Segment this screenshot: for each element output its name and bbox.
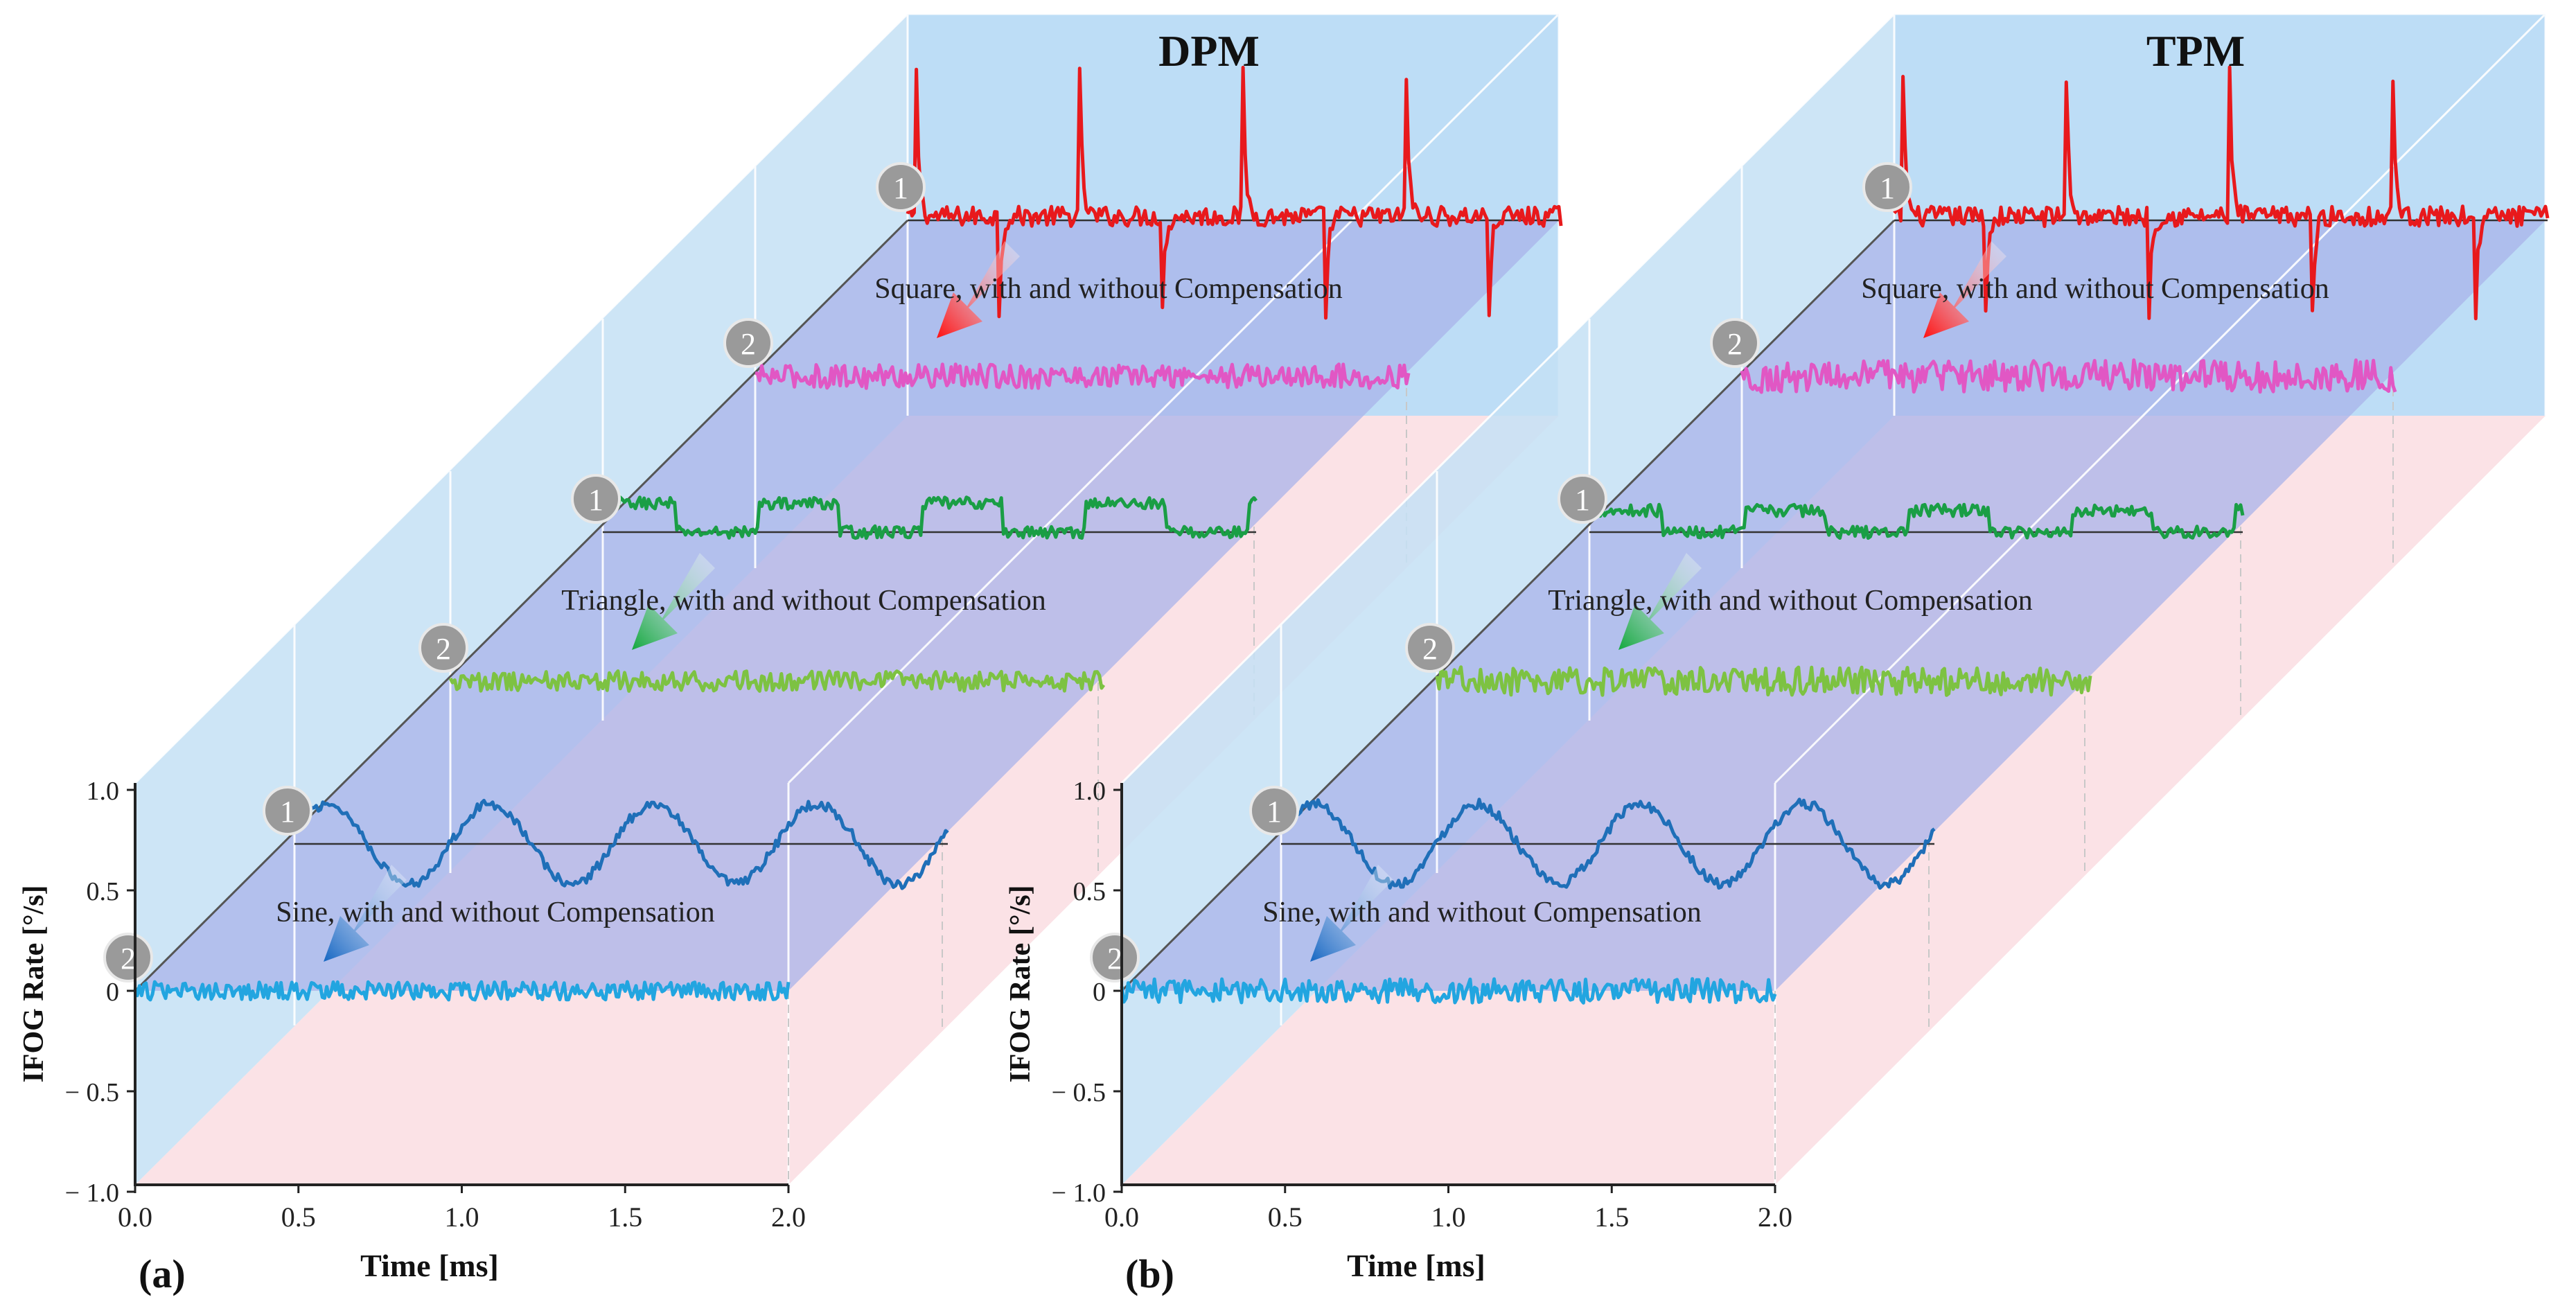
series-line-square-1 — [906, 65, 1563, 320]
data-plane-edge — [134, 219, 909, 992]
y-axis-label: IFOG Rate [°/s] — [1005, 885, 1036, 1082]
series-marker-label: 1 — [588, 483, 603, 517]
y-tick-label: 0 — [106, 978, 119, 1007]
data-plane-edge — [1120, 219, 1896, 992]
series-marker-label: 1 — [1267, 795, 1282, 829]
layer-caption: Square, with and without Compensation — [874, 273, 1342, 305]
traces-a — [133, 65, 1563, 1002]
y-tick-label: 0.5 — [87, 877, 120, 906]
x-tick-label: 1.5 — [1594, 1201, 1629, 1233]
x-tick-label: 0.0 — [1104, 1201, 1139, 1233]
series-line-sine-2 — [133, 980, 791, 1002]
markers-a: 1 2 1 2 1 2 — [103, 162, 926, 982]
y-tick-label: 1.0 — [1073, 777, 1106, 806]
panel-label: (b) — [1125, 1251, 1174, 1296]
drop-lines — [1774, 374, 2394, 1185]
x-tick-label: 1.0 — [445, 1201, 479, 1233]
data-plane — [135, 220, 1559, 991]
y-tick-label: 0.5 — [1073, 877, 1106, 906]
series-marker-label: 2 — [1422, 632, 1438, 666]
series-marker: 2 — [1405, 623, 1455, 673]
layer-caption: Sine, with and without Compensation — [1262, 897, 1701, 928]
series-marker: 1 — [571, 474, 621, 524]
x-ticks-a: 0.0 0.5 1.0 1.5 2.0 — [118, 1185, 806, 1233]
series-line-triangle-1 — [1588, 502, 2245, 540]
series-marker: 2 — [723, 318, 773, 368]
series-marker-label: 2 — [741, 327, 756, 361]
series-line-triangle-1 — [601, 495, 1258, 540]
y-tick-label: − 0.5 — [1052, 1078, 1106, 1107]
x-tick-label: 1.0 — [1431, 1201, 1466, 1233]
series-marker-label: 1 — [893, 171, 908, 205]
panel-a-chart: 1 2 1 2 1 2 Square, with and without Compensa… — [18, 12, 1563, 1296]
x-tick-label: 0.0 — [118, 1201, 152, 1233]
series-line-sine-1 — [293, 798, 949, 890]
series-line-sine-2 — [1120, 977, 1777, 1005]
arrows-b — [1310, 241, 2006, 962]
compensation-arrow — [1310, 865, 1393, 962]
x-tick-label: 2.0 — [1758, 1201, 1792, 1233]
compensation-arrow — [632, 553, 715, 650]
compensation-arrow — [324, 865, 407, 962]
series-line-sine-1 — [1280, 798, 1936, 890]
compensation-arrow — [1923, 241, 2006, 338]
layer-caption: Triangle, with and without Compensation — [561, 585, 1046, 617]
x-axis-label: Time [ms] — [1347, 1248, 1485, 1283]
y-tick-label: − 1.0 — [1052, 1179, 1106, 1208]
series-marker: 2 — [1090, 933, 1140, 982]
series-line-square-2 — [755, 362, 1411, 390]
y-tick-label: 0 — [1093, 978, 1106, 1007]
series-marker: 1 — [1862, 162, 1912, 212]
series-marker: 1 — [876, 162, 926, 212]
data-plane — [1122, 220, 2546, 991]
layer-caption: Square, with and without Compensation — [1861, 273, 2329, 305]
series-marker: 2 — [418, 623, 468, 673]
series-marker: 2 — [103, 933, 153, 982]
drop-lines — [788, 374, 1407, 1185]
series-marker-label: 2 — [436, 632, 451, 666]
x-tick-label: 1.5 — [608, 1201, 642, 1233]
series-line-square-2 — [1740, 358, 2397, 394]
series-line-square-1 — [1893, 65, 2550, 321]
series-marker-label: 1 — [1880, 171, 1895, 205]
y-tick-label: 1.0 — [87, 777, 120, 806]
series-line-triangle-2 — [1435, 665, 2092, 697]
x-ticks-b: 0.0 0.5 1.0 1.5 2.0 — [1104, 1185, 1792, 1233]
x-tick-label: 0.5 — [281, 1201, 316, 1233]
panel-label: (a) — [139, 1251, 186, 1296]
y-tick-label: − 1.0 — [65, 1179, 119, 1208]
traces-b — [1120, 65, 2550, 1005]
x-axis-label: Time [ms] — [360, 1248, 499, 1283]
panel-b-chart: 1 2 1 2 1 2 Square, with and without Compensa… — [1005, 12, 2550, 1296]
markers-b: 1 2 1 2 1 2 — [1090, 162, 1912, 982]
series-marker: 1 — [1249, 786, 1299, 836]
y-axis-label: IFOG Rate [°/s] — [18, 885, 50, 1082]
series-marker-label: 1 — [1575, 483, 1590, 517]
y-ticks-b: 1.0 0.5 0 − 0.5 − 1.0 — [1052, 777, 1122, 1208]
compensation-arrow — [937, 241, 1020, 338]
compensation-arrow — [1618, 553, 1702, 650]
series-marker-label: 2 — [121, 942, 136, 976]
series-marker-label: 2 — [1107, 942, 1122, 976]
series-marker-label: 1 — [280, 795, 295, 829]
series-marker: 1 — [1558, 474, 1607, 524]
x-tick-label: 0.5 — [1268, 1201, 1303, 1233]
layer-caption: Sine, with and without Compensation — [276, 897, 714, 928]
series-marker: 1 — [263, 786, 312, 836]
layer-caption: Triangle, with and without Compensation — [1548, 585, 2033, 617]
series-marker-label: 2 — [1727, 327, 1743, 361]
y-tick-label: − 0.5 — [65, 1078, 119, 1107]
chart-title: TPM — [2146, 26, 2245, 76]
x-tick-label: 2.0 — [771, 1201, 806, 1233]
series-line-triangle-2 — [448, 669, 1106, 693]
captions-b: Square, with and without Compensation Tri… — [1262, 273, 2329, 928]
captions-a: Square, with and without Compensation Tri… — [276, 273, 1342, 928]
y-ticks-a: 1.0 0.5 0 − 0.5 − 1.0 — [65, 777, 135, 1208]
chart-title: DPM — [1158, 26, 1260, 76]
arrows-a — [324, 241, 1020, 962]
series-marker: 2 — [1710, 318, 1760, 368]
